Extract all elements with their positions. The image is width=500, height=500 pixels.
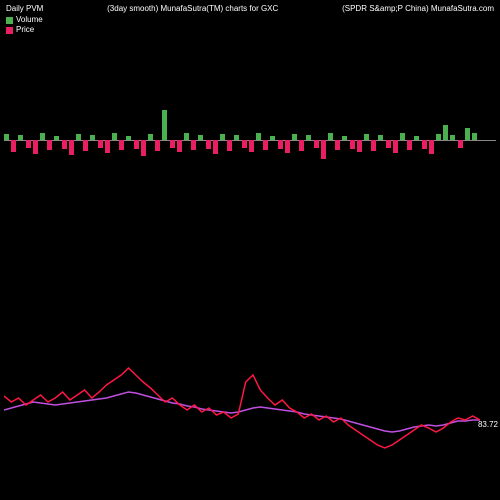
price-line xyxy=(4,368,480,448)
volume-bar xyxy=(256,133,261,140)
volume-bar xyxy=(270,136,275,140)
volume-bar xyxy=(450,135,455,140)
volume-bar xyxy=(357,140,362,152)
volume-bar xyxy=(321,140,326,159)
volume-bar xyxy=(170,140,175,148)
volume-bar xyxy=(472,133,477,140)
volume-bar xyxy=(306,135,311,140)
volume-bar xyxy=(47,140,52,150)
volume-bar xyxy=(134,140,139,149)
volume-bar xyxy=(378,135,383,140)
volume-bar xyxy=(98,140,103,148)
price-lines-svg xyxy=(4,340,480,470)
volume-bar xyxy=(314,140,319,148)
header-row: Daily PVM (3day smooth) MunafaSutra(TM) … xyxy=(0,0,500,13)
volume-bar xyxy=(40,133,45,140)
volume-bar xyxy=(400,133,405,140)
header-left: Daily PVM xyxy=(6,4,43,13)
volume-bar xyxy=(234,135,239,140)
volume-bar xyxy=(69,140,74,155)
volume-bar xyxy=(162,110,167,140)
volume-bar xyxy=(458,140,463,148)
volume-bar xyxy=(4,134,9,140)
header-right: (SPDR S&amp;P China) MunafaSutra.com xyxy=(342,4,494,13)
legend-block: Volume Price xyxy=(0,13,500,37)
volume-chart xyxy=(4,110,496,170)
volume-bar xyxy=(328,133,333,140)
volume-bar xyxy=(83,140,88,151)
volume-bar xyxy=(206,140,211,149)
volume-bar xyxy=(220,134,225,140)
price-chart xyxy=(4,340,480,470)
volume-bar xyxy=(465,128,470,140)
volume-bar xyxy=(155,140,160,151)
volume-bar xyxy=(105,140,110,153)
volume-bar xyxy=(191,140,196,150)
volume-bar xyxy=(278,140,283,149)
legend-price: Price xyxy=(6,25,494,35)
volume-bar xyxy=(177,140,182,152)
volume-bar xyxy=(213,140,218,154)
legend-price-label: Price xyxy=(16,25,34,35)
volume-bar xyxy=(407,140,412,150)
volume-bar xyxy=(342,136,347,140)
volume-bar xyxy=(198,135,203,140)
volume-bar xyxy=(386,140,391,148)
volume-bar xyxy=(148,134,153,140)
volume-bar xyxy=(364,134,369,140)
volume-bar xyxy=(11,140,16,152)
volume-bar xyxy=(242,140,247,148)
volume-bar xyxy=(126,136,131,140)
volume-bar xyxy=(443,125,448,140)
volume-bar xyxy=(429,140,434,154)
volume-bar xyxy=(263,140,268,150)
volume-bar xyxy=(371,140,376,151)
volume-bar xyxy=(26,140,31,148)
volume-bar xyxy=(18,135,23,140)
volume-bar xyxy=(335,140,340,150)
legend-volume-swatch xyxy=(6,17,13,24)
volume-bar xyxy=(393,140,398,153)
volume-bar xyxy=(350,140,355,149)
volume-bar xyxy=(90,135,95,140)
volume-bar xyxy=(285,140,290,153)
volume-bar xyxy=(292,134,297,140)
price-axis-label: 83.72 xyxy=(478,420,498,429)
volume-bar xyxy=(141,140,146,156)
volume-bar xyxy=(249,140,254,152)
volume-bar xyxy=(299,140,304,151)
volume-bar xyxy=(184,133,189,140)
legend-volume-label: Volume xyxy=(16,15,43,25)
volume-bar xyxy=(62,140,67,149)
header-center: (3day smooth) MunafaSutra(TM) charts for… xyxy=(107,4,278,13)
volume-bar xyxy=(119,140,124,150)
volume-bar xyxy=(227,140,232,151)
volume-bar xyxy=(414,136,419,140)
volume-bar xyxy=(54,136,59,140)
volume-bar xyxy=(422,140,427,149)
volume-bar xyxy=(33,140,38,154)
volume-bar xyxy=(112,133,117,140)
volume-bar xyxy=(436,134,441,140)
legend-volume: Volume xyxy=(6,15,494,25)
volume-bar xyxy=(76,134,81,140)
legend-price-swatch xyxy=(6,27,13,34)
